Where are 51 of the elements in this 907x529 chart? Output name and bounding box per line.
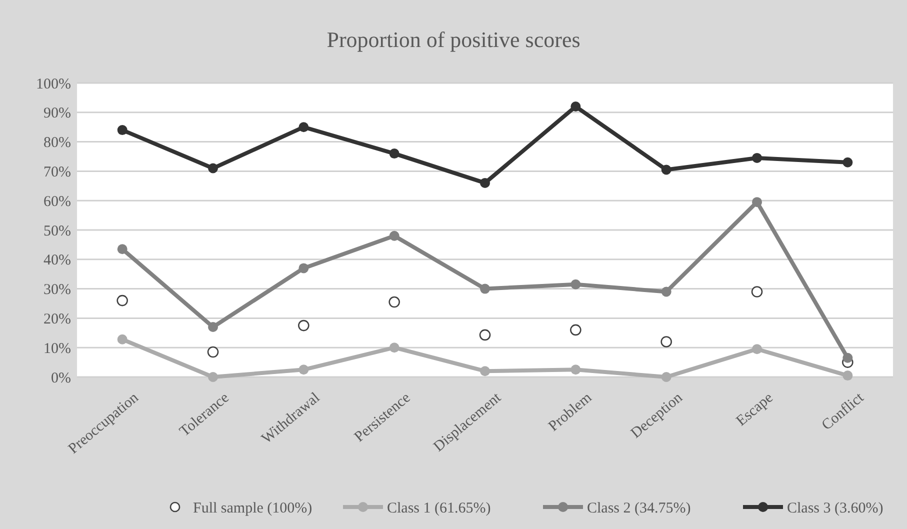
y-tick-label: 0% (51, 370, 71, 386)
legend-label: Class 2 (34.75%) (587, 500, 691, 516)
legend-label: Class 3 (3.60%) (787, 500, 884, 516)
point (117, 125, 128, 136)
point (479, 329, 491, 341)
point (298, 122, 309, 132)
point (570, 279, 581, 290)
point (298, 364, 309, 375)
point (298, 263, 309, 274)
point (207, 346, 219, 358)
point (752, 344, 762, 354)
point (116, 294, 128, 306)
point (117, 244, 128, 254)
point (661, 286, 672, 297)
y-tick-label: 90% (44, 106, 71, 122)
y-tick-label: 50% (44, 223, 71, 240)
point (389, 342, 400, 353)
y-tick-label: 20% (44, 311, 71, 328)
point (388, 296, 400, 308)
point (208, 163, 218, 174)
point (480, 284, 490, 294)
point (570, 324, 582, 336)
point (660, 336, 672, 348)
point (842, 157, 853, 168)
point (752, 197, 762, 208)
point (842, 352, 853, 363)
point (298, 320, 310, 332)
point (480, 366, 490, 376)
y-tick-label: 60% (44, 194, 71, 210)
y-tick-label: 100% (36, 76, 71, 92)
y-tick-label: 10% (44, 340, 71, 357)
point (570, 102, 581, 112)
point (752, 152, 762, 163)
point (751, 286, 763, 298)
point (117, 334, 128, 344)
point (389, 230, 400, 241)
point (389, 148, 400, 159)
legend-label: Full sample (100%) (193, 500, 312, 516)
legend-label: Class 1 (61.65%) (387, 500, 491, 516)
point (570, 364, 581, 375)
point (842, 370, 853, 381)
y-tick-label: 30% (44, 282, 71, 298)
point (480, 178, 490, 188)
point (661, 372, 672, 382)
point (208, 322, 218, 332)
y-tick-label: 70% (44, 164, 71, 180)
chart-title: Proportion of positive scores (326, 27, 580, 52)
point (208, 372, 218, 382)
y-tick-label: 80% (44, 135, 71, 152)
point (661, 164, 672, 175)
y-tick-label: 40% (44, 252, 71, 269)
